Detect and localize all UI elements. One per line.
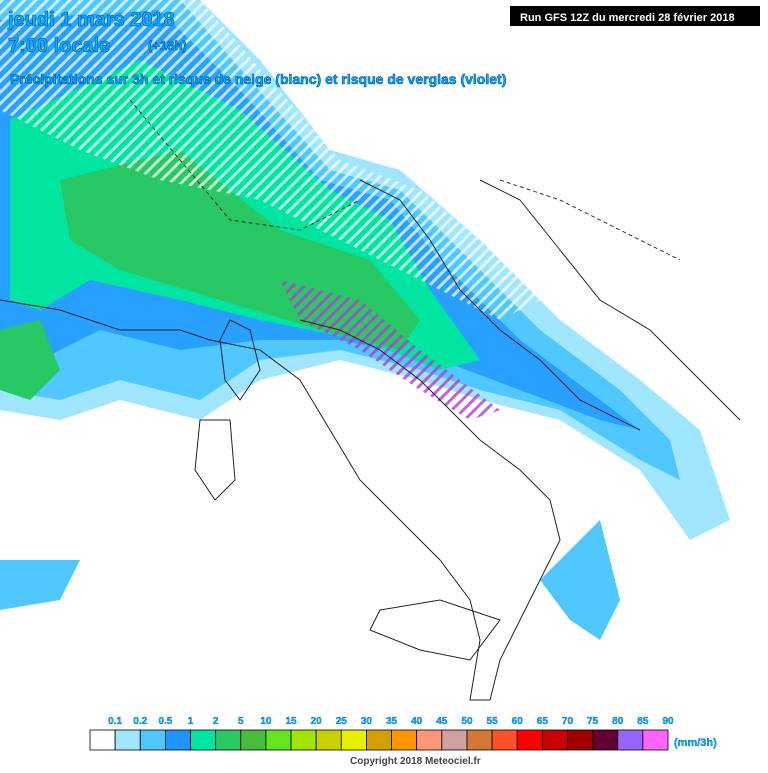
legend-swatch — [265, 729, 292, 751]
legend-label: 70 — [562, 716, 574, 727]
legend-swatch — [315, 729, 342, 751]
legend-swatch — [491, 729, 518, 751]
legend-label: 45 — [436, 716, 448, 727]
legend-swatch — [215, 729, 242, 751]
legend-swatch — [290, 729, 317, 751]
run-info: Run GFS 12Z du mercredi 28 février 2018 — [520, 12, 735, 24]
legend-swatch — [114, 729, 141, 751]
legend-swatch — [466, 729, 493, 751]
legend-label: 80 — [612, 716, 624, 727]
legend-label: 55 — [487, 716, 499, 727]
legend: 0.1 0.2 0.5 1 2 5 10 15 20 25 30 35 40 45 50 55 60 65 70 75… — [89, 716, 674, 751]
legend-label: 65 — [537, 716, 549, 727]
legend-swatch — [391, 729, 418, 751]
legend-label: 25 — [336, 716, 348, 727]
legend-swatch — [190, 729, 217, 751]
legend-swatch — [416, 729, 443, 751]
legend-swatch — [340, 729, 367, 751]
time: 7:00 locale — [8, 35, 110, 57]
legend-swatch — [441, 729, 468, 751]
legend-swatch — [642, 729, 669, 751]
legend-swatch — [366, 729, 392, 751]
run-box — [510, 6, 760, 26]
legend-label: 0.2 — [133, 716, 147, 727]
subtitle: Précipitations sur 3h et risque de neige… — [10, 71, 506, 87]
legend-label: 40 — [411, 716, 423, 727]
legend-label: 60 — [512, 716, 524, 727]
legend-swatch — [516, 729, 543, 751]
legend-label: 50 — [461, 716, 473, 727]
legend-label: 1 — [188, 716, 194, 727]
legend-swatch — [592, 729, 619, 751]
legend-swatch — [617, 729, 644, 751]
legend-swatch — [240, 729, 267, 751]
legend-unit: (mm/3h) — [674, 737, 717, 749]
legend-swatch — [89, 729, 116, 751]
legend-label: 10 — [260, 716, 272, 727]
legend-swatch — [139, 729, 166, 751]
legend-swatch — [541, 729, 568, 751]
legend-label: 90 — [662, 716, 674, 727]
legend-label: 30 — [361, 716, 373, 727]
lead-time: (+18h) — [148, 38, 187, 53]
legend-label: 20 — [311, 716, 323, 727]
date: jeudi 1 mars 2018 — [7, 9, 175, 31]
legend-label: 85 — [637, 716, 649, 727]
legend-label: 35 — [386, 716, 398, 727]
legend-swatch — [164, 729, 191, 751]
copyright: Copyright 2018 Meteociel.fr — [350, 756, 481, 767]
legend-label: 75 — [587, 716, 599, 727]
legend-swatch — [567, 729, 594, 751]
legend-label: 0.5 — [158, 716, 172, 727]
legend-label: 15 — [285, 716, 297, 727]
precipitation — [0, 0, 730, 640]
borders — [129, 99, 681, 261]
legend-label: 5 — [238, 716, 244, 727]
legend-label: 0.1 — [108, 716, 122, 727]
legend-label: 2 — [213, 716, 219, 727]
coastlines — [0, 179, 741, 701]
